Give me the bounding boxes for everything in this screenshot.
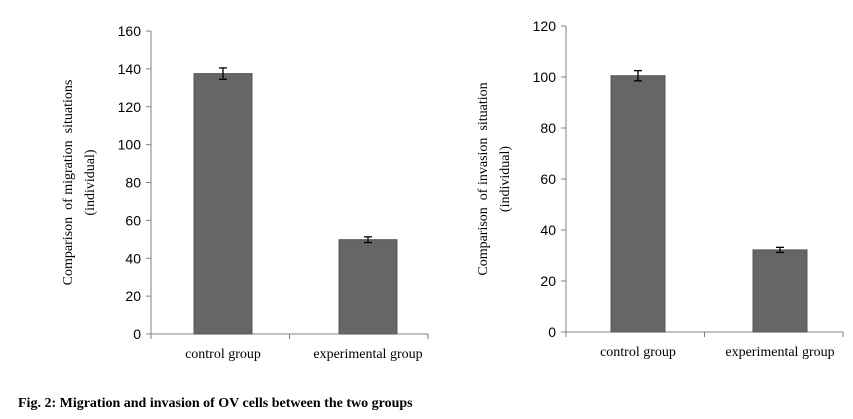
y-axis-label: (individual) — [498, 146, 513, 212]
y-tick-label: 120 — [118, 99, 142, 115]
y-tick-label: 80 — [125, 175, 141, 191]
x-category-label: experimental group — [313, 347, 422, 362]
y-tick-label: 140 — [118, 61, 142, 77]
y-tick-label: 60 — [540, 171, 556, 187]
y-tick-label: 0 — [133, 326, 141, 342]
y-tick-label: 160 — [118, 23, 142, 39]
x-category-label: control group — [185, 347, 261, 362]
y-tick-label: 120 — [533, 18, 557, 34]
y-tick-label: 40 — [540, 222, 556, 238]
x-category-label: experimental group — [725, 345, 834, 360]
y-axis-label: (individual) — [83, 149, 98, 215]
y-tick-label: 100 — [118, 137, 142, 153]
y-tick-label: 20 — [540, 273, 556, 289]
y-tick-label: 100 — [533, 69, 557, 85]
bar — [752, 249, 808, 333]
chart-panel-2: 0 20 40 60 80 100 120 control group experimental… — [476, 18, 844, 360]
chart-panel-1: 0 20 40 60 80 100 120 140 160 control group experi… — [61, 23, 429, 362]
bar — [193, 73, 253, 335]
y-tick-label: 40 — [125, 250, 141, 266]
figure-caption: Fig. 2: Migration and invasion of OV cel… — [18, 396, 413, 411]
y-axis-label: Comparison of migration situations — [61, 80, 76, 286]
y-tick-label: 20 — [125, 288, 141, 304]
y-tick-label: 60 — [125, 212, 141, 228]
y-axis-label: Comparison of invasion situation — [476, 82, 491, 275]
y-tick-label: 80 — [540, 120, 556, 136]
y-tick-label: 0 — [548, 324, 556, 340]
x-category-label: control group — [600, 345, 676, 360]
bar — [610, 75, 666, 333]
bar — [338, 239, 398, 335]
